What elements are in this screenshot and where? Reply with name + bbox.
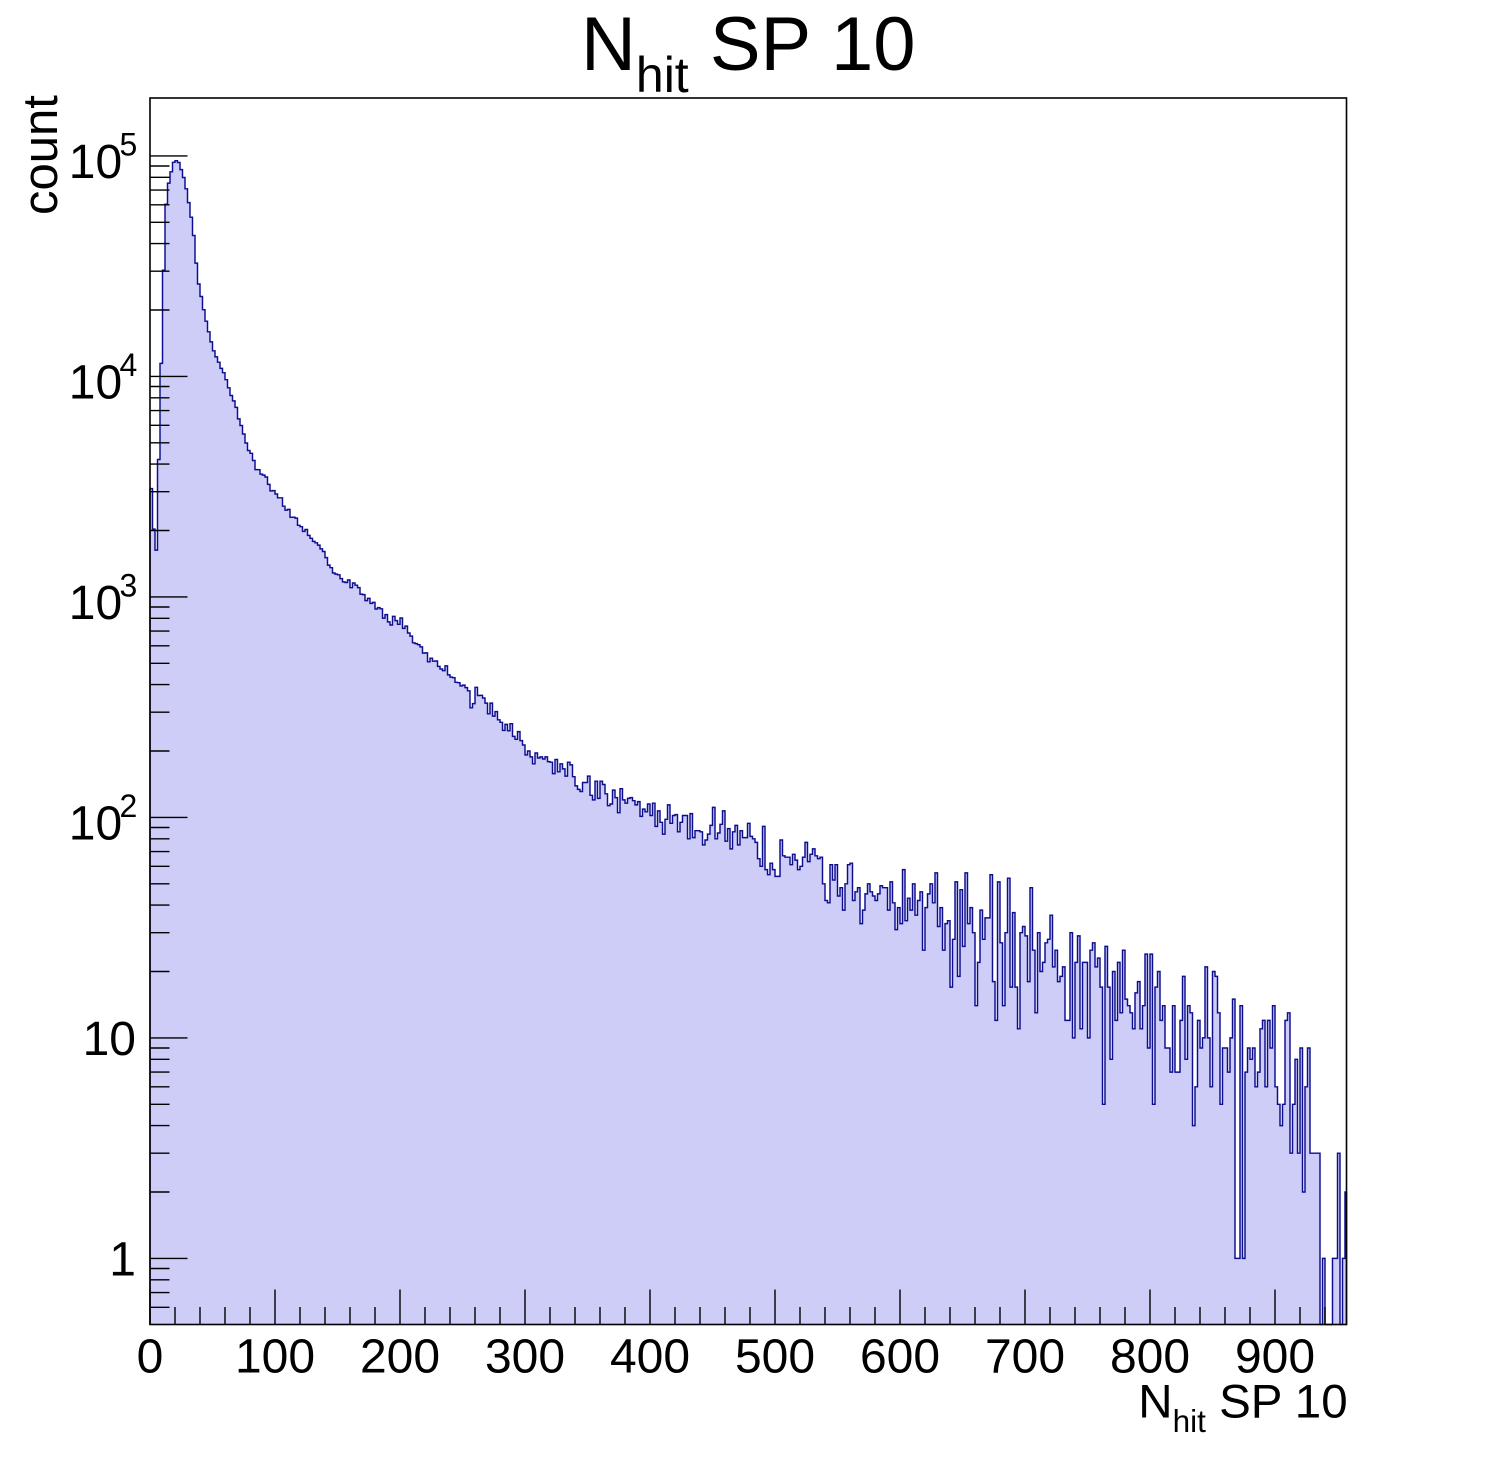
svg-text:3: 3 <box>120 567 138 603</box>
svg-text:200: 200 <box>360 1331 440 1384</box>
svg-text:10: 10 <box>69 136 122 189</box>
svg-text:count: count <box>14 95 68 215</box>
svg-text:300: 300 <box>485 1331 565 1384</box>
svg-text:5: 5 <box>120 126 138 162</box>
svg-text:4: 4 <box>120 347 138 383</box>
svg-text:2: 2 <box>120 788 138 824</box>
svg-text:800: 800 <box>1110 1331 1190 1384</box>
svg-text:900: 900 <box>1235 1331 1315 1384</box>
svg-text:400: 400 <box>610 1331 690 1384</box>
svg-text:Nhit SP 10: Nhit SP 10 <box>1138 1375 1347 1439</box>
svg-text:10: 10 <box>69 577 122 630</box>
svg-text:100: 100 <box>235 1331 315 1384</box>
svg-text:10: 10 <box>69 356 122 409</box>
svg-text:10: 10 <box>83 1013 136 1066</box>
svg-text:600: 600 <box>860 1331 940 1384</box>
svg-text:1: 1 <box>109 1234 136 1287</box>
svg-text:700: 700 <box>985 1331 1065 1384</box>
svg-text:500: 500 <box>735 1331 815 1384</box>
svg-text:10: 10 <box>69 797 122 850</box>
svg-text:0: 0 <box>137 1331 164 1384</box>
svg-text:Nhit SP 10: Nhit SP 10 <box>581 2 915 103</box>
